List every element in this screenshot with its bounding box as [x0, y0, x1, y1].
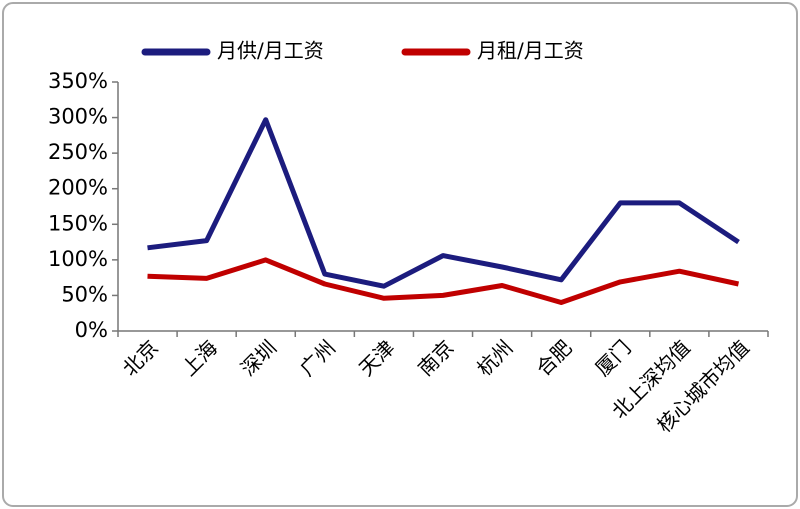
series-line — [147, 117, 740, 289]
legend-label: 月供/月工资 — [217, 39, 324, 63]
y-tick-label: 50% — [61, 282, 108, 306]
y-tick-label: 100% — [48, 247, 108, 271]
legend-label: 月租/月工资 — [477, 39, 584, 63]
y-tick-label: 300% — [48, 105, 108, 129]
y-tick-label: 250% — [48, 140, 108, 164]
y-tick-label: 0% — [75, 318, 108, 342]
series-line — [147, 257, 740, 305]
y-tick-label: 150% — [48, 211, 108, 235]
y-tick-label: 200% — [48, 176, 108, 200]
y-tick-label: 350% — [48, 69, 108, 93]
